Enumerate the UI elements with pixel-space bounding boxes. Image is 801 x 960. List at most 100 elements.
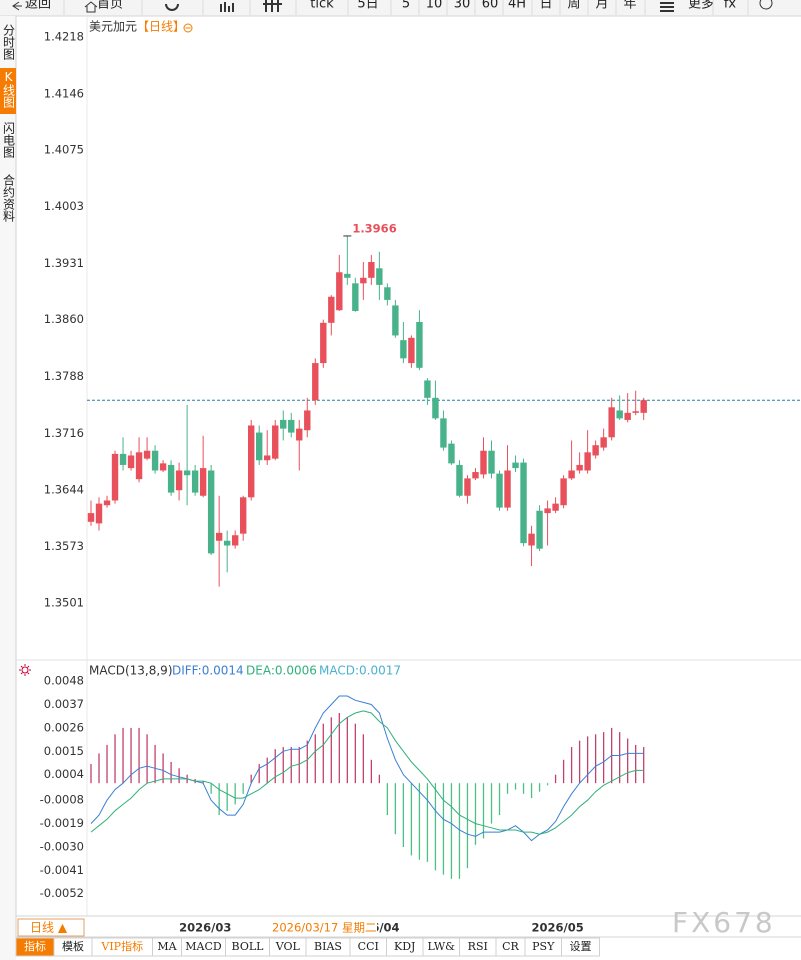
toolbar-button[interactable]: 60: [482, 0, 499, 12]
y-tick-label: -0.0019: [40, 816, 84, 830]
toolbar-button[interactable]: 周: [567, 0, 580, 12]
candle-body: [528, 533, 535, 546]
candle-body: [600, 437, 607, 448]
candle-body: [288, 419, 295, 433]
tab-label[interactable]: RSI: [468, 940, 488, 953]
indicator-tabs: 指标 模板 VIP指标 MA MACD BOLL VOL BIAS CCI KDJ LW& RSI CR…: [15, 937, 600, 957]
candle-body: [312, 363, 319, 401]
search-icon[interactable]: [759, 0, 773, 10]
y-tick-label: -0.0008: [40, 793, 84, 807]
watermark: FX678: [672, 906, 776, 939]
refresh-icon[interactable]: [165, 3, 179, 11]
period-button-label[interactable]: 日线 ▲: [30, 921, 68, 935]
y-tick-label: 0.0037: [44, 697, 84, 711]
candle-body: [464, 478, 471, 496]
toolbar-button[interactable]: 30: [454, 0, 471, 12]
candle-icon[interactable]: [263, 0, 282, 12]
tab-label[interactable]: BIAS: [314, 940, 342, 953]
sidebar-tab[interactable]: 分时图: [2, 24, 16, 60]
y-tick-label: -0.0052: [40, 886, 84, 900]
tab-label[interactable]: CR: [502, 940, 519, 953]
tab-label[interactable]: PSY: [532, 940, 555, 953]
candle-body: [640, 400, 647, 413]
candle-body: [592, 445, 599, 456]
candle-body: [552, 503, 559, 511]
toolbar-button[interactable]: 年: [623, 0, 636, 12]
tab-label[interactable]: 指标: [24, 939, 46, 953]
back-icon[interactable]: [12, 1, 22, 11]
candle-body: [448, 443, 455, 464]
toolbar: [0, 0, 801, 16]
candle-body: [584, 452, 591, 471]
toolbar-button[interactable]: 4H: [508, 0, 526, 12]
tab-label[interactable]: BOLL: [232, 940, 265, 953]
tab-label[interactable]: VOL: [275, 940, 301, 953]
toolbar-button[interactable]: 5日: [357, 0, 378, 12]
y-tick-label: -0.0030: [40, 839, 84, 853]
tab-label[interactable]: VIP指标: [100, 939, 143, 953]
candle-body: [103, 500, 111, 506]
bar-icon[interactable]: [220, 2, 234, 12]
tab-label[interactable]: LW&: [428, 940, 456, 953]
legend-entry: DEA:0.0006: [246, 664, 317, 678]
settings-icon[interactable]: [19, 664, 31, 676]
candle-body: [280, 419, 287, 429]
toolbar-button[interactable]: tick: [310, 0, 334, 12]
tab-label[interactable]: 模板: [62, 939, 84, 953]
home-icon[interactable]: [84, 1, 98, 13]
zoom-out-icon[interactable]: [183, 23, 193, 33]
candle-body: [135, 452, 143, 480]
toolbar-button[interactable]: fx: [724, 0, 737, 12]
tab-label[interactable]: CCI: [358, 940, 379, 953]
candle-body: [231, 535, 239, 546]
toolbar-button[interactable]: 日: [539, 0, 552, 12]
toolbar-button[interactable]: 更多: [688, 0, 714, 12]
candle-body: [608, 407, 615, 438]
x-tick-label: 2026/05: [532, 921, 584, 935]
sidebar-tab[interactable]: 合约资料: [2, 173, 16, 222]
candle-body: [143, 450, 151, 459]
chart-title: 美元加元: [89, 20, 137, 34]
toolbar-button[interactable]: 返回: [25, 0, 51, 12]
candle-body: [432, 397, 439, 419]
tab-label[interactable]: MACD: [185, 940, 222, 953]
candle-body: [504, 470, 511, 508]
candle-body: [199, 468, 207, 496]
candle-body: [400, 340, 407, 359]
macd-line: [90, 695, 644, 842]
y-tick-label: 1.3788: [44, 369, 84, 383]
y-tick-label: 0.0015: [44, 744, 84, 758]
tab-label[interactable]: 设置: [570, 940, 592, 953]
y-tick-label: -0.0041: [40, 863, 84, 877]
legend-entry: DIFF:0.0014: [172, 664, 244, 678]
tab-label[interactable]: MA: [157, 940, 177, 953]
candle-body: [480, 450, 487, 475]
candle-body: [256, 432, 263, 461]
y-tick-label: 1.4075: [44, 142, 84, 156]
sidebar: [0, 16, 16, 960]
candle-body: [239, 497, 247, 534]
candle-body: [264, 455, 271, 461]
sidebar-tab[interactable]: 闪电图: [2, 122, 16, 158]
candle-body: [167, 464, 175, 493]
toolbar-button[interactable]: 10: [426, 0, 443, 12]
candle-body: [344, 273, 351, 278]
sidebar-tab[interactable]: K线图: [2, 70, 16, 108]
tab-cell[interactable]: [561, 937, 600, 957]
candle-body: [159, 463, 167, 471]
crosshair-date: 2026/03/17 星期二: [272, 921, 376, 935]
period-button[interactable]: [17, 918, 85, 937]
y-tick-label: 0.0004: [44, 767, 84, 781]
candle-body: [496, 473, 503, 508]
toolbar-button[interactable]: 首页: [97, 0, 123, 12]
tab-label[interactable]: KDJ: [394, 940, 415, 953]
candle-body: [568, 470, 575, 479]
candle-body: [632, 411, 639, 413]
toolbar-button[interactable]: 月: [595, 0, 608, 12]
candle-body: [215, 532, 223, 541]
candle-body: [624, 412, 631, 420]
toolbar-button[interactable]: 5: [402, 0, 410, 12]
menu-icon[interactable]: [660, 2, 674, 12]
chart-period: 【日线】: [137, 20, 185, 34]
